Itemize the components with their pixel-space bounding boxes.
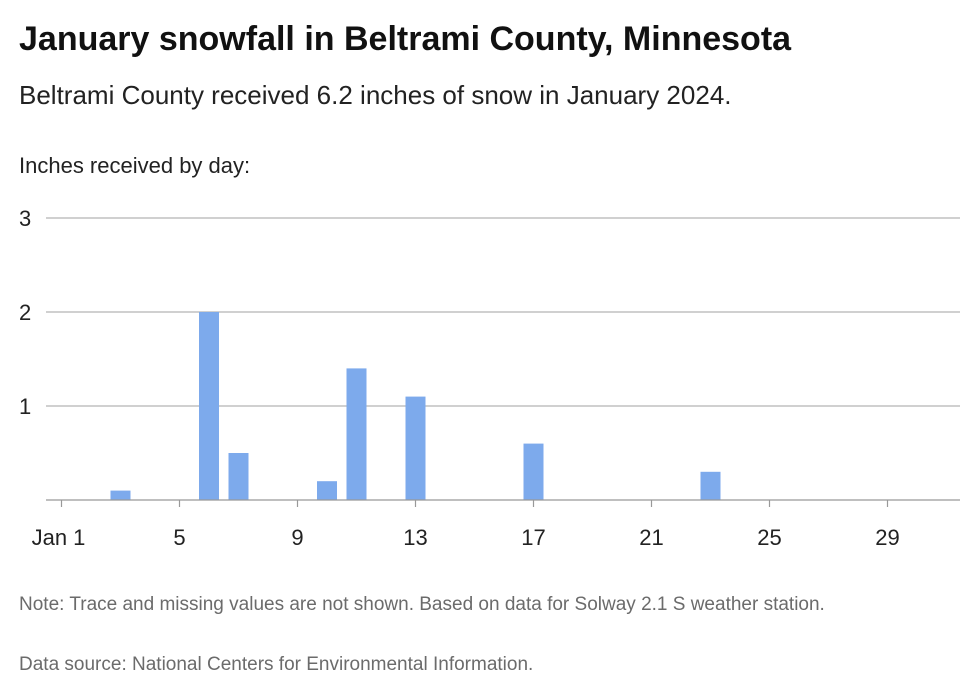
bar-chart: 1 2 3 Jan 1 5 9 13 17 21 25 29	[19, 206, 960, 550]
bar-jan-13	[405, 396, 426, 500]
bar-jan-23	[700, 471, 721, 500]
y-axis-label: Inches received by day:	[19, 153, 251, 178]
y-tick-label-3: 3	[19, 206, 31, 231]
bar-jan-6	[199, 312, 219, 500]
chart-note: Note: Trace and missing values are not s…	[19, 594, 825, 615]
x-tick-label-17: 17	[521, 525, 545, 550]
y-tick-label-2: 2	[19, 300, 31, 325]
bar-jan-7	[228, 453, 249, 500]
gridlines	[46, 217, 960, 407]
x-tick-label-25: 25	[757, 525, 781, 550]
y-tick-label-1: 1	[19, 394, 31, 419]
bar-jan-10	[317, 481, 337, 500]
chart-title: January snowfall in Beltrami County, Min…	[19, 20, 792, 58]
bars	[110, 312, 721, 500]
x-tick-label-5: 5	[173, 525, 185, 550]
bar-jan-17	[523, 443, 544, 500]
x-tick-label-9: 9	[291, 525, 303, 550]
axes: 1 2 3 Jan 1 5 9 13 17 21 25 29	[19, 206, 960, 550]
x-tick-label-1: Jan 1	[32, 525, 86, 550]
chart-subtitle: Beltrami County received 6.2 inches of s…	[19, 80, 732, 110]
x-tick-label-13: 13	[403, 525, 427, 550]
bar-jan-3	[110, 490, 131, 500]
x-tick-label-29: 29	[875, 525, 899, 550]
x-tick-label-21: 21	[639, 525, 663, 550]
bar-jan-11	[346, 368, 367, 500]
data-source: Data source: National Centers for Enviro…	[19, 654, 534, 675]
